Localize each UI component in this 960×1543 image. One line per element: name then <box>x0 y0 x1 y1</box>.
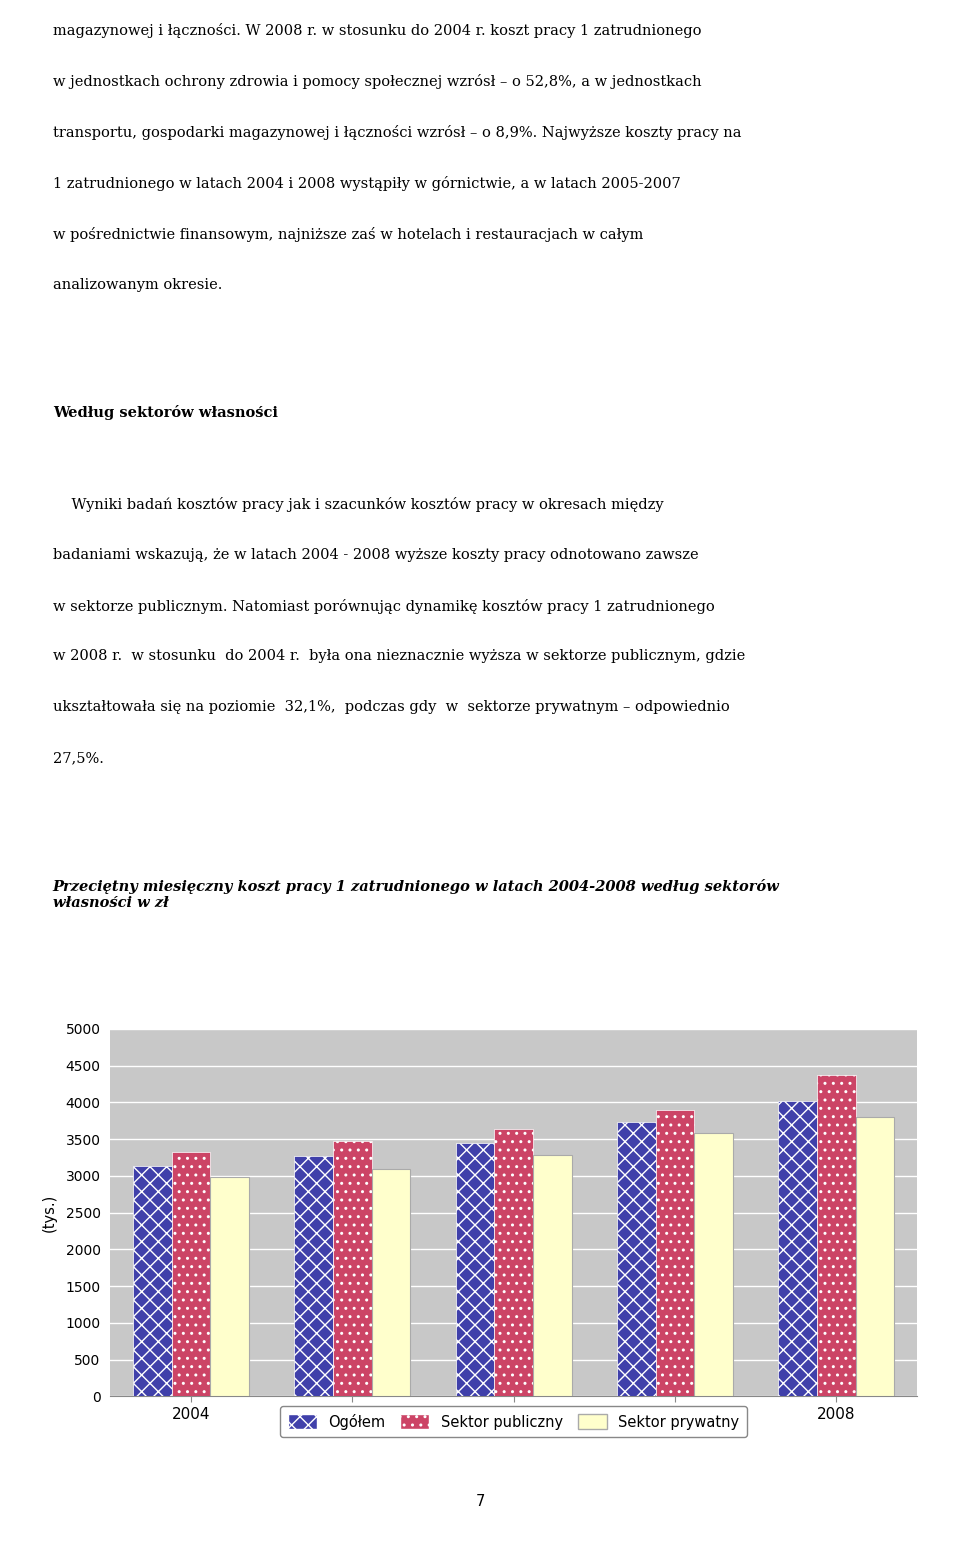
Text: ukształtowała się na poziomie  32,1%,  podczas gdy  w  sektorze prywatnym – odpo: ukształtowała się na poziomie 32,1%, pod… <box>53 701 730 714</box>
Text: 27,5%.: 27,5%. <box>53 751 104 765</box>
Y-axis label: (tys.): (tys.) <box>42 1194 58 1231</box>
Text: w jednostkach ochrony zdrowia i pomocy społecznej wzrósł – o 52,8%, a w jednostk: w jednostkach ochrony zdrowia i pomocy s… <box>53 74 702 89</box>
Bar <box>533 1156 571 1396</box>
Bar <box>172 1153 210 1396</box>
Legend: Ogółem, Sektor publiczny, Sektor prywatny: Ogółem, Sektor publiczny, Sektor prywatn… <box>280 1406 747 1437</box>
Text: Według sektorów własności: Według sektorów własności <box>53 406 277 420</box>
Bar <box>333 1140 372 1396</box>
Text: w pośrednictwie finansowym, najniższe zaś w hotelach i restauracjach w całym: w pośrednictwie finansowym, najniższe za… <box>53 227 643 242</box>
Text: w 2008 r.  w stosunku  do 2004 r.  była ona nieznacznie wyższa w sektorze public: w 2008 r. w stosunku do 2004 r. była ona… <box>53 650 745 663</box>
Bar <box>694 1133 732 1396</box>
Bar <box>855 1117 894 1396</box>
Text: badaniami wskazują, że w latach 2004 - 2008 wyższe koszty pracy odnotowano zawsz: badaniami wskazują, że w latach 2004 - 2… <box>53 548 699 562</box>
Text: Wyniki badań kosztów pracy jak i szacunków kosztów pracy w okresach między: Wyniki badań kosztów pracy jak i szacunk… <box>53 497 663 512</box>
Text: Przeciętny miesięczny koszt pracy 1 zatrudnionego w latach 2004-2008 według sekt: Przeciętny miesięczny koszt pracy 1 zatr… <box>53 878 780 910</box>
Bar <box>779 1100 817 1396</box>
Text: magazynowej i łączności. W 2008 r. w stosunku do 2004 r. koszt pracy 1 zatrudnio: magazynowej i łączności. W 2008 r. w sto… <box>53 23 702 39</box>
Bar <box>372 1168 410 1396</box>
Bar <box>617 1122 656 1396</box>
Bar <box>210 1177 249 1396</box>
Bar <box>133 1167 172 1396</box>
Text: 7: 7 <box>475 1494 485 1509</box>
Text: transportu, gospodarki magazynowej i łączności wzrósł – o 8,9%. Najwyższe koszty: transportu, gospodarki magazynowej i łąc… <box>53 125 741 140</box>
Bar <box>656 1109 694 1396</box>
Bar <box>295 1156 333 1396</box>
Text: w sektorze publicznym. Natomiast porównując dynamikę kosztów pracy 1 zatrudnione: w sektorze publicznym. Natomiast porównu… <box>53 599 714 614</box>
Bar <box>494 1129 533 1396</box>
Text: 1 zatrudnionego w latach 2004 i 2008 wystąpiły w górnictwie, a w latach 2005-200: 1 zatrudnionego w latach 2004 i 2008 wys… <box>53 176 681 191</box>
Bar <box>817 1075 855 1396</box>
Text: analizowanym okresie.: analizowanym okresie. <box>53 278 222 292</box>
Bar <box>456 1143 494 1396</box>
